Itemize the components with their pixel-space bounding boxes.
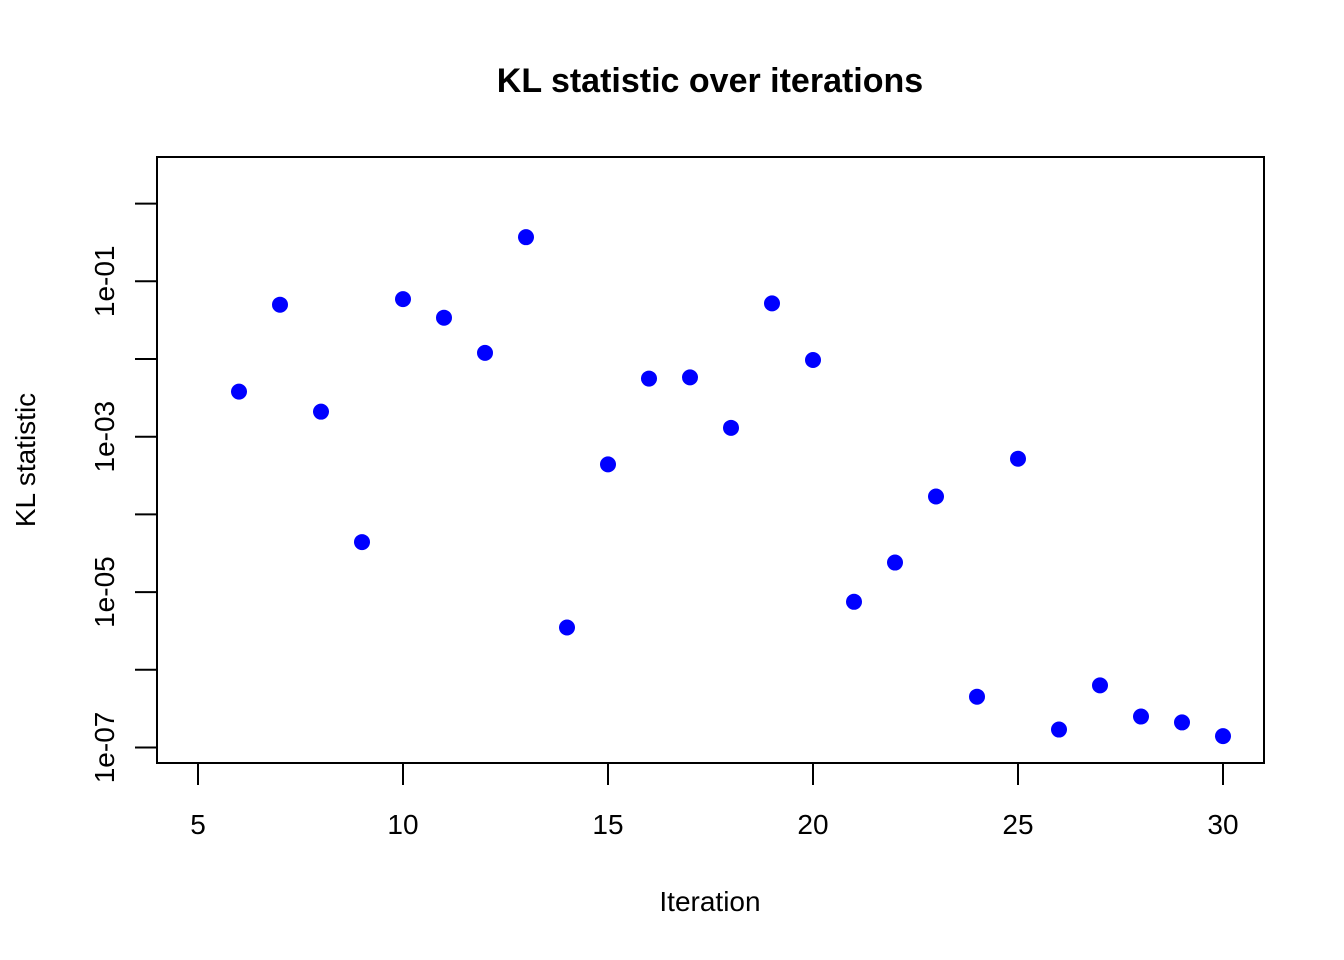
data-point xyxy=(846,593,862,610)
chart-title: KL statistic over iterations xyxy=(497,62,923,100)
data-point xyxy=(518,229,534,246)
data-point xyxy=(764,295,780,312)
data-point xyxy=(887,554,903,571)
x-axis: 5 10 15 20 25 30 xyxy=(190,762,1239,840)
data-point xyxy=(723,419,739,436)
y-tick-label: 1e-07 xyxy=(89,712,120,784)
data-point xyxy=(928,488,944,505)
plot-frame xyxy=(156,156,1265,764)
y-tick-label: 1e-01 xyxy=(89,245,120,317)
x-tick-label: 25 xyxy=(1002,809,1033,840)
data-point xyxy=(436,309,452,326)
data-point xyxy=(600,456,616,473)
x-tick-label: 5 xyxy=(190,809,206,840)
data-point xyxy=(1092,677,1108,694)
data-point xyxy=(641,370,657,387)
x-tick-label: 30 xyxy=(1207,809,1238,840)
x-tick-label: 15 xyxy=(592,809,623,840)
data-point xyxy=(313,403,329,420)
y-tick-label: 1e-05 xyxy=(89,556,120,628)
x-axis-label: Iteration xyxy=(659,886,760,917)
y-axis: 1e-01 1e-03 1e-05 1e-07 xyxy=(89,202,158,784)
data-point xyxy=(1133,708,1149,725)
data-point xyxy=(477,344,493,361)
data-point xyxy=(1051,721,1067,738)
data-point xyxy=(1215,728,1231,745)
y-tick-label: 1e-03 xyxy=(89,401,120,473)
data-point xyxy=(682,369,698,386)
y-axis-label: KL statistic xyxy=(10,393,41,527)
data-point xyxy=(559,619,575,636)
data-point xyxy=(969,688,985,705)
x-tick-label: 20 xyxy=(797,809,828,840)
data-points xyxy=(231,229,1231,745)
data-point xyxy=(1174,714,1190,731)
data-point xyxy=(354,534,370,551)
x-tick-label: 10 xyxy=(387,809,418,840)
data-point xyxy=(395,291,411,308)
data-point xyxy=(1010,450,1026,467)
data-point xyxy=(272,296,288,313)
data-point xyxy=(231,383,247,400)
data-point xyxy=(805,352,821,369)
